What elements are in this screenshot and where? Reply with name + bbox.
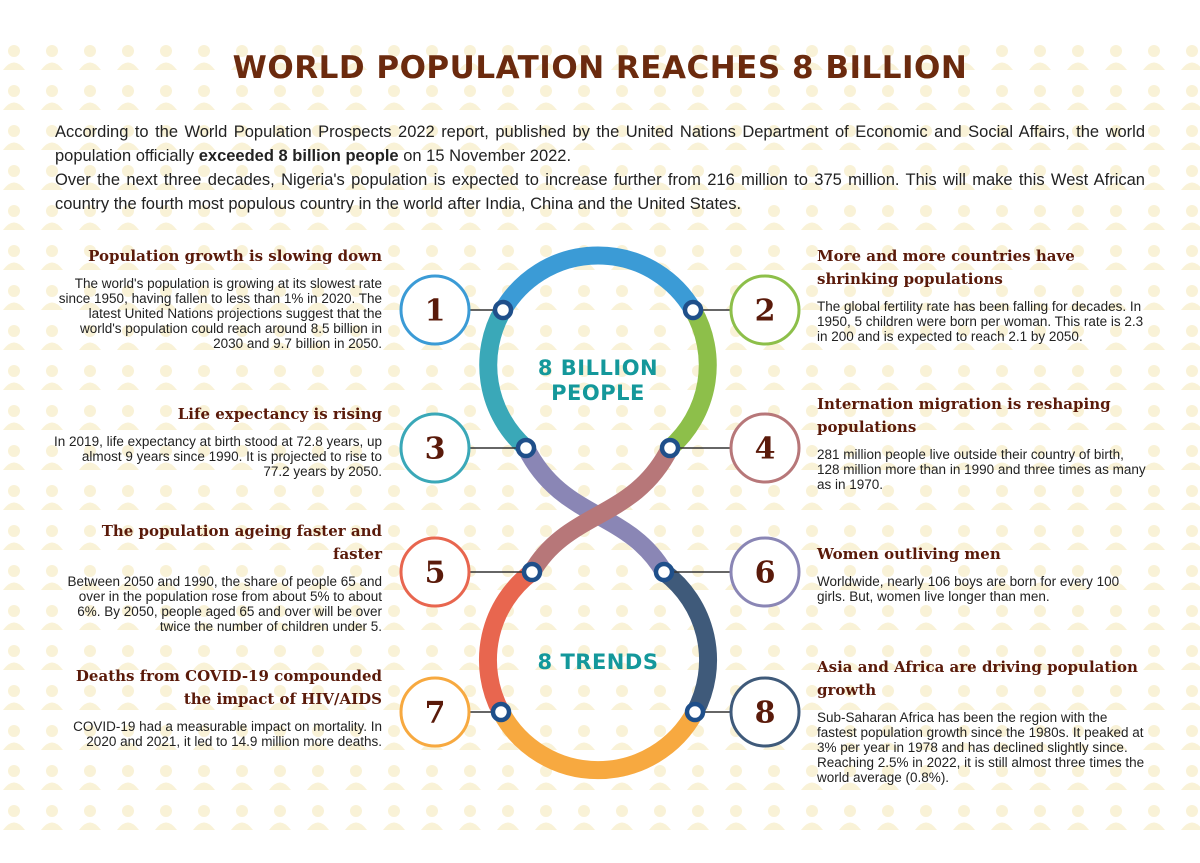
bold-text: exceeded 8 billion people [198, 147, 399, 165]
trend-block: Asia and Africa are driving population g… [817, 656, 1147, 785]
title: WORLD POPULATION REACHES 8 BILLION [232, 50, 968, 86]
loop-segment [478, 564, 538, 717]
number-circle [399, 676, 471, 748]
text: on 15 November 2022. [398, 147, 572, 165]
trend-block: Population growth is slowing down The wor… [52, 245, 382, 351]
number-circle [729, 412, 801, 484]
trend-number: 1 [425, 294, 446, 329]
trend-block: Internation migration is reshaping popul… [817, 393, 1147, 492]
trend-number: 4 [755, 432, 776, 467]
number-circle [399, 274, 471, 346]
trend-heading: The population ageing faster and faster [101, 522, 382, 563]
trend-block: Women outliving men Worldwide, nearly 106… [817, 543, 1147, 604]
node [659, 437, 681, 459]
trend-number: 8 [755, 696, 776, 731]
number-circle [729, 274, 801, 346]
trend-body: Worldwide, nearly 106 boys are born for … [817, 574, 1120, 604]
loop-segment [493, 707, 703, 780]
loop-segment [524, 443, 679, 577]
loop-segment [479, 305, 533, 455]
loop-segment [658, 564, 718, 717]
node [490, 701, 512, 723]
intro-paragraph: According to the World Population Prospe… [55, 120, 1145, 168]
trend-number: 3 [425, 432, 446, 467]
number-circle [399, 536, 471, 608]
trend-number: 5 [425, 556, 446, 591]
center-label: 8 BILLION PEOPLE [537, 356, 659, 405]
intro: According to the World Population Prospe… [55, 120, 1145, 216]
number-circle [729, 536, 801, 608]
node [682, 299, 704, 321]
node [492, 299, 514, 321]
trend-heading: Internation migration is reshaping popul… [817, 395, 1111, 436]
trend-body: The global fertility rate has been falli… [817, 299, 1144, 344]
trend-block: Life expectancy is rising In 2019, life e… [52, 403, 382, 479]
center-label: 8 TRENDS [537, 650, 659, 674]
trend-block: More and more countries have shrinking p… [817, 245, 1147, 344]
trend-heading: More and more countries have shrinking p… [817, 247, 1075, 288]
trend-body: The world's population is growing at its… [58, 276, 382, 351]
trend-body: 281 million people live outside their co… [817, 447, 1146, 492]
number-circle [729, 676, 801, 748]
node [521, 561, 543, 583]
background-pattern [0, 40, 1200, 840]
trend-number: 2 [755, 294, 776, 329]
trend-body: COVID-19 had a measurable impact on mort… [73, 719, 382, 749]
text: According to the World Population Prospe… [55, 123, 1145, 165]
trend-number: 7 [425, 696, 446, 731]
intro-paragraph: Over the next three decades, Nigeria's p… [55, 171, 1145, 213]
loop-segment [663, 305, 717, 455]
node [684, 701, 706, 723]
node [653, 561, 675, 583]
trend-block: The population ageing faster and faster B… [52, 520, 382, 634]
trend-body: In 2019, life expectancy at birth stood … [54, 434, 382, 479]
number-circle [399, 412, 471, 484]
trend-number: 6 [755, 556, 776, 591]
loop-segment [495, 246, 701, 315]
figure-eight [478, 246, 718, 780]
trend-heading: Women outliving men [817, 545, 1001, 563]
trend-heading: Population growth is slowing down [88, 247, 382, 265]
trend-heading: Life expectancy is rising [177, 405, 382, 423]
trend-heading: Asia and Africa are driving population g… [817, 658, 1138, 699]
trend-body: Between 2050 and 1990, the share of peop… [67, 574, 382, 634]
trend-block: Deaths from COVID-19 compounded the impa… [52, 665, 382, 749]
trend-body: Sub-Saharan Africa has been the region w… [817, 710, 1145, 785]
trend-heading: Deaths from COVID-19 compounded the impa… [75, 667, 382, 708]
node [515, 437, 537, 459]
